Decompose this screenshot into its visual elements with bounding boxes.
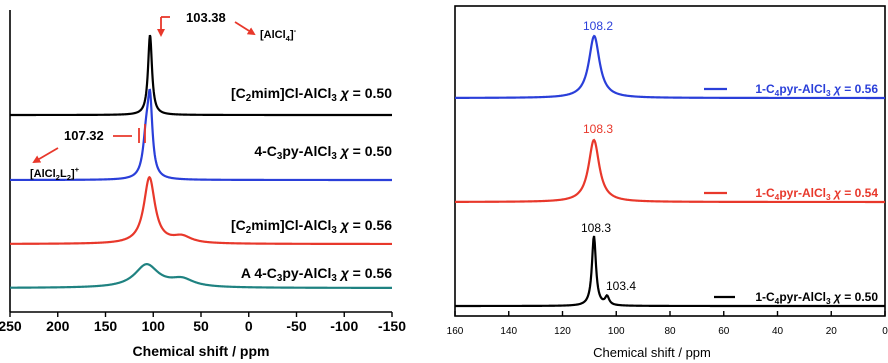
right-x-ticks [454, 311, 886, 316]
right-tick-label-4: 80 [664, 326, 676, 337]
species-label-alcl2l2: [AlCl2L2]+ [30, 165, 80, 182]
left-series-label-2: 4-C3py-AlCl3 χ = 0.50 [254, 143, 392, 162]
left-tick-label-0: 250 [0, 318, 22, 334]
right-tick-label-2: 120 [554, 326, 571, 337]
species-label-alcl4: [AlCl4]- [260, 26, 297, 43]
left-series-label-3: [C2mim]Cl-AlCl3 χ = 0.56 [231, 217, 392, 236]
left-spectrum-4 [10, 263, 392, 289]
right-x-tick-labels: 160 140 120 100 80 60 40 20 0 [447, 326, 888, 337]
left-nmr-panel: 250 200 150 100 50 0 -50 -100 -150 Chemical shif… [0, 10, 406, 359]
peak-label-107-32: 107.32 [64, 128, 104, 143]
left-x-axis-label: Chemical shift / ppm [133, 343, 270, 359]
left-tick-label-6: -50 [286, 318, 306, 334]
right-spectrum-3 [455, 235, 885, 308]
right-tick-label-0: 160 [447, 326, 464, 337]
right-tick-label-3: 100 [608, 326, 625, 337]
right-tick-label-6: 40 [772, 326, 784, 337]
right-frame [454, 5, 886, 317]
right-tick-label-8: 0 [882, 326, 888, 337]
right-spectrum-2 [455, 138, 885, 204]
right-x-axis-label: Chemical shift / ppm [593, 345, 711, 360]
right-spectra [455, 34, 885, 308]
left-series-label-1: [C2mim]Cl-AlCl3 χ = 0.50 [231, 85, 392, 104]
left-spectrum-3 [10, 175, 392, 246]
left-series-label-4: A 4-C3py-AlCl3 χ = 0.56 [241, 265, 392, 284]
left-tick-label-8: -150 [378, 318, 406, 334]
left-spectra [10, 34, 392, 289]
left-tick-label-3: 100 [142, 318, 166, 334]
arrow-alcl4 [234, 21, 256, 36]
right-peak-label-2: 108.3 [583, 122, 613, 136]
right-spectrum-1 [455, 34, 885, 100]
right-series-label-2: 1-C4pyr-AlCl3 χ = 0.54 [755, 186, 878, 202]
right-peak-label-1: 108.2 [583, 19, 613, 33]
right-peak-label-3: 108.3 [581, 221, 611, 235]
right-nmr-panel: 160 140 120 100 80 60 40 20 0 Chemical shift / p… [447, 5, 888, 360]
right-tick-label-1: 140 [500, 326, 517, 337]
left-x-ticks [9, 312, 393, 317]
left-spectrum-2 [10, 88, 392, 182]
left-tick-label-4: 50 [193, 318, 209, 334]
left-x-tick-labels: 250 200 150 100 50 0 -50 -100 -150 [0, 318, 406, 334]
left-tick-label-7: -100 [330, 318, 358, 334]
right-shoulder-label: 103.4 [606, 279, 636, 293]
left-tick-label-1: 200 [46, 318, 70, 334]
peak-label-103-38: 103.38 [186, 10, 226, 25]
left-tick-label-2: 150 [94, 318, 118, 334]
left-spectrum-1 [10, 34, 392, 117]
arrow-alcl2l2 [32, 147, 59, 164]
right-tick-label-5: 60 [718, 326, 730, 337]
right-series-label-3: 1-C4pyr-AlCl3 χ = 0.50 [755, 290, 878, 306]
left-tick-label-5: 0 [245, 318, 253, 334]
right-tick-label-7: 20 [826, 326, 838, 337]
right-series-label-1: 1-C4pyr-AlCl3 χ = 0.56 [755, 82, 878, 98]
